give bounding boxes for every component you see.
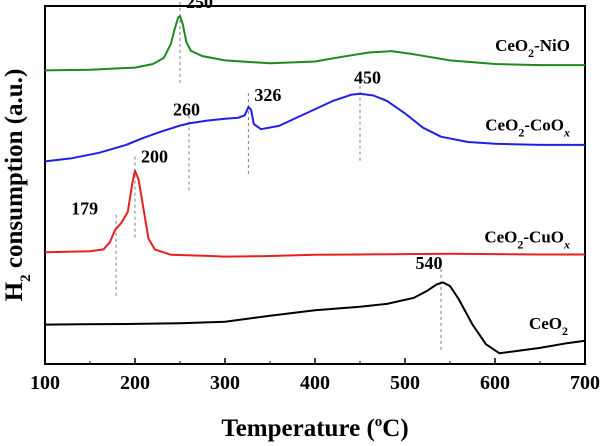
chart-plot-area: 100 200 300 400 500 600 700 CeO2-NiOCeO2-CoOxC… <box>30 0 600 394</box>
x-tick-label: 100 <box>30 372 60 394</box>
series-label-subscript: 2 <box>517 237 523 251</box>
x-tick-label: 300 <box>210 372 240 394</box>
series-label-subscript: 2 <box>562 324 568 338</box>
series-line-2 <box>44 169 585 258</box>
series-label-subscript: 2 <box>528 46 534 60</box>
series-line-0 <box>44 15 585 72</box>
series-label: CeO2-CoOx <box>485 116 570 140</box>
y-axis-title-rest: consumption (a.u.) <box>1 69 28 275</box>
x-axis-title-text: Temperature ( <box>221 415 374 442</box>
series-label-subscript-x: x <box>563 237 570 251</box>
series-label-base: CeO <box>485 116 518 135</box>
series-line-1 <box>44 92 585 163</box>
series-label-rest: -NiO <box>534 36 570 55</box>
series-label-rest: -CuO <box>523 227 564 246</box>
series-label-rest: -CoO <box>524 116 564 135</box>
y-axis-title: H2 consumption (a.u.) <box>1 69 34 302</box>
peak-label: 200 <box>141 147 168 167</box>
series-label-base: CeO <box>529 314 562 333</box>
series-label: CeO2-NiO <box>495 36 570 60</box>
x-tick-label: 700 <box>570 372 600 394</box>
series-label-subscript-x: x <box>563 126 570 140</box>
peak-labels: 250 260 326 450 179 200 540 <box>71 0 442 273</box>
peak-label: 326 <box>254 85 281 105</box>
y-axis-title-text: H <box>1 281 28 301</box>
x-axis-title-superscript: o <box>375 414 383 430</box>
series-lines <box>44 15 586 355</box>
series-line-3 <box>44 281 586 355</box>
x-tick-label: 500 <box>390 372 420 394</box>
x-axis-title: Temperature (oC) <box>221 414 408 442</box>
series-label: CeO2​ <box>529 314 568 338</box>
peak-label: 260 <box>173 99 200 119</box>
x-axis-ticks: 100 200 300 400 500 600 700 <box>30 358 600 394</box>
x-tick-label: 200 <box>120 372 150 394</box>
series-label-base: CeO <box>484 227 517 246</box>
x-tick-label: 600 <box>480 372 510 394</box>
series-label-subscript: 2 <box>518 126 524 140</box>
series-label: CeO2-CuOx <box>484 227 570 251</box>
x-axis-title-unit: C) <box>382 415 408 442</box>
y-axis-title-subscript: 2 <box>18 274 34 282</box>
x-tick-label: 400 <box>300 372 330 394</box>
peak-label: 250 <box>186 0 213 12</box>
series-label-base: CeO <box>495 36 528 55</box>
peak-label: 540 <box>416 253 443 273</box>
peak-label: 179 <box>71 199 98 219</box>
peak-label: 450 <box>354 68 381 88</box>
